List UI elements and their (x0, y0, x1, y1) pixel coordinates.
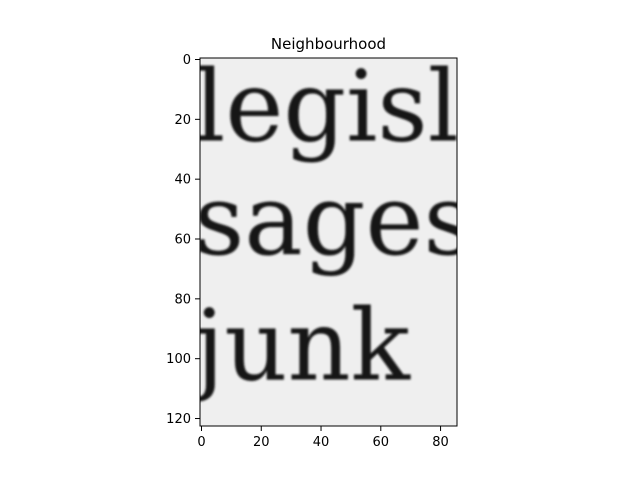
y-tick-label: 40 (174, 173, 191, 188)
x-tick-label: 20 (253, 435, 270, 450)
x-tick-label: 0 (197, 435, 205, 450)
y-tick-label: 60 (174, 233, 191, 248)
y-tick-label: 120 (166, 412, 191, 427)
x-tick-label: 60 (373, 435, 390, 450)
x-tick-label: 80 (432, 435, 449, 450)
y-tick-label: 20 (174, 113, 191, 128)
y-tick-label: 80 (174, 292, 191, 307)
image-text-line: junk (184, 290, 412, 404)
chart-title: Neighbourhood (271, 35, 386, 53)
y-tick-label: 100 (166, 352, 191, 367)
x-axis: 0 20 40 60 80 (197, 426, 448, 450)
image-text-line: legisla (194, 50, 517, 164)
image-text-line: sages (194, 164, 474, 278)
y-axis: 0 20 40 60 80 100 120 (166, 53, 200, 427)
x-tick-label: 40 (313, 435, 330, 450)
y-tick-label: 0 (183, 53, 191, 68)
